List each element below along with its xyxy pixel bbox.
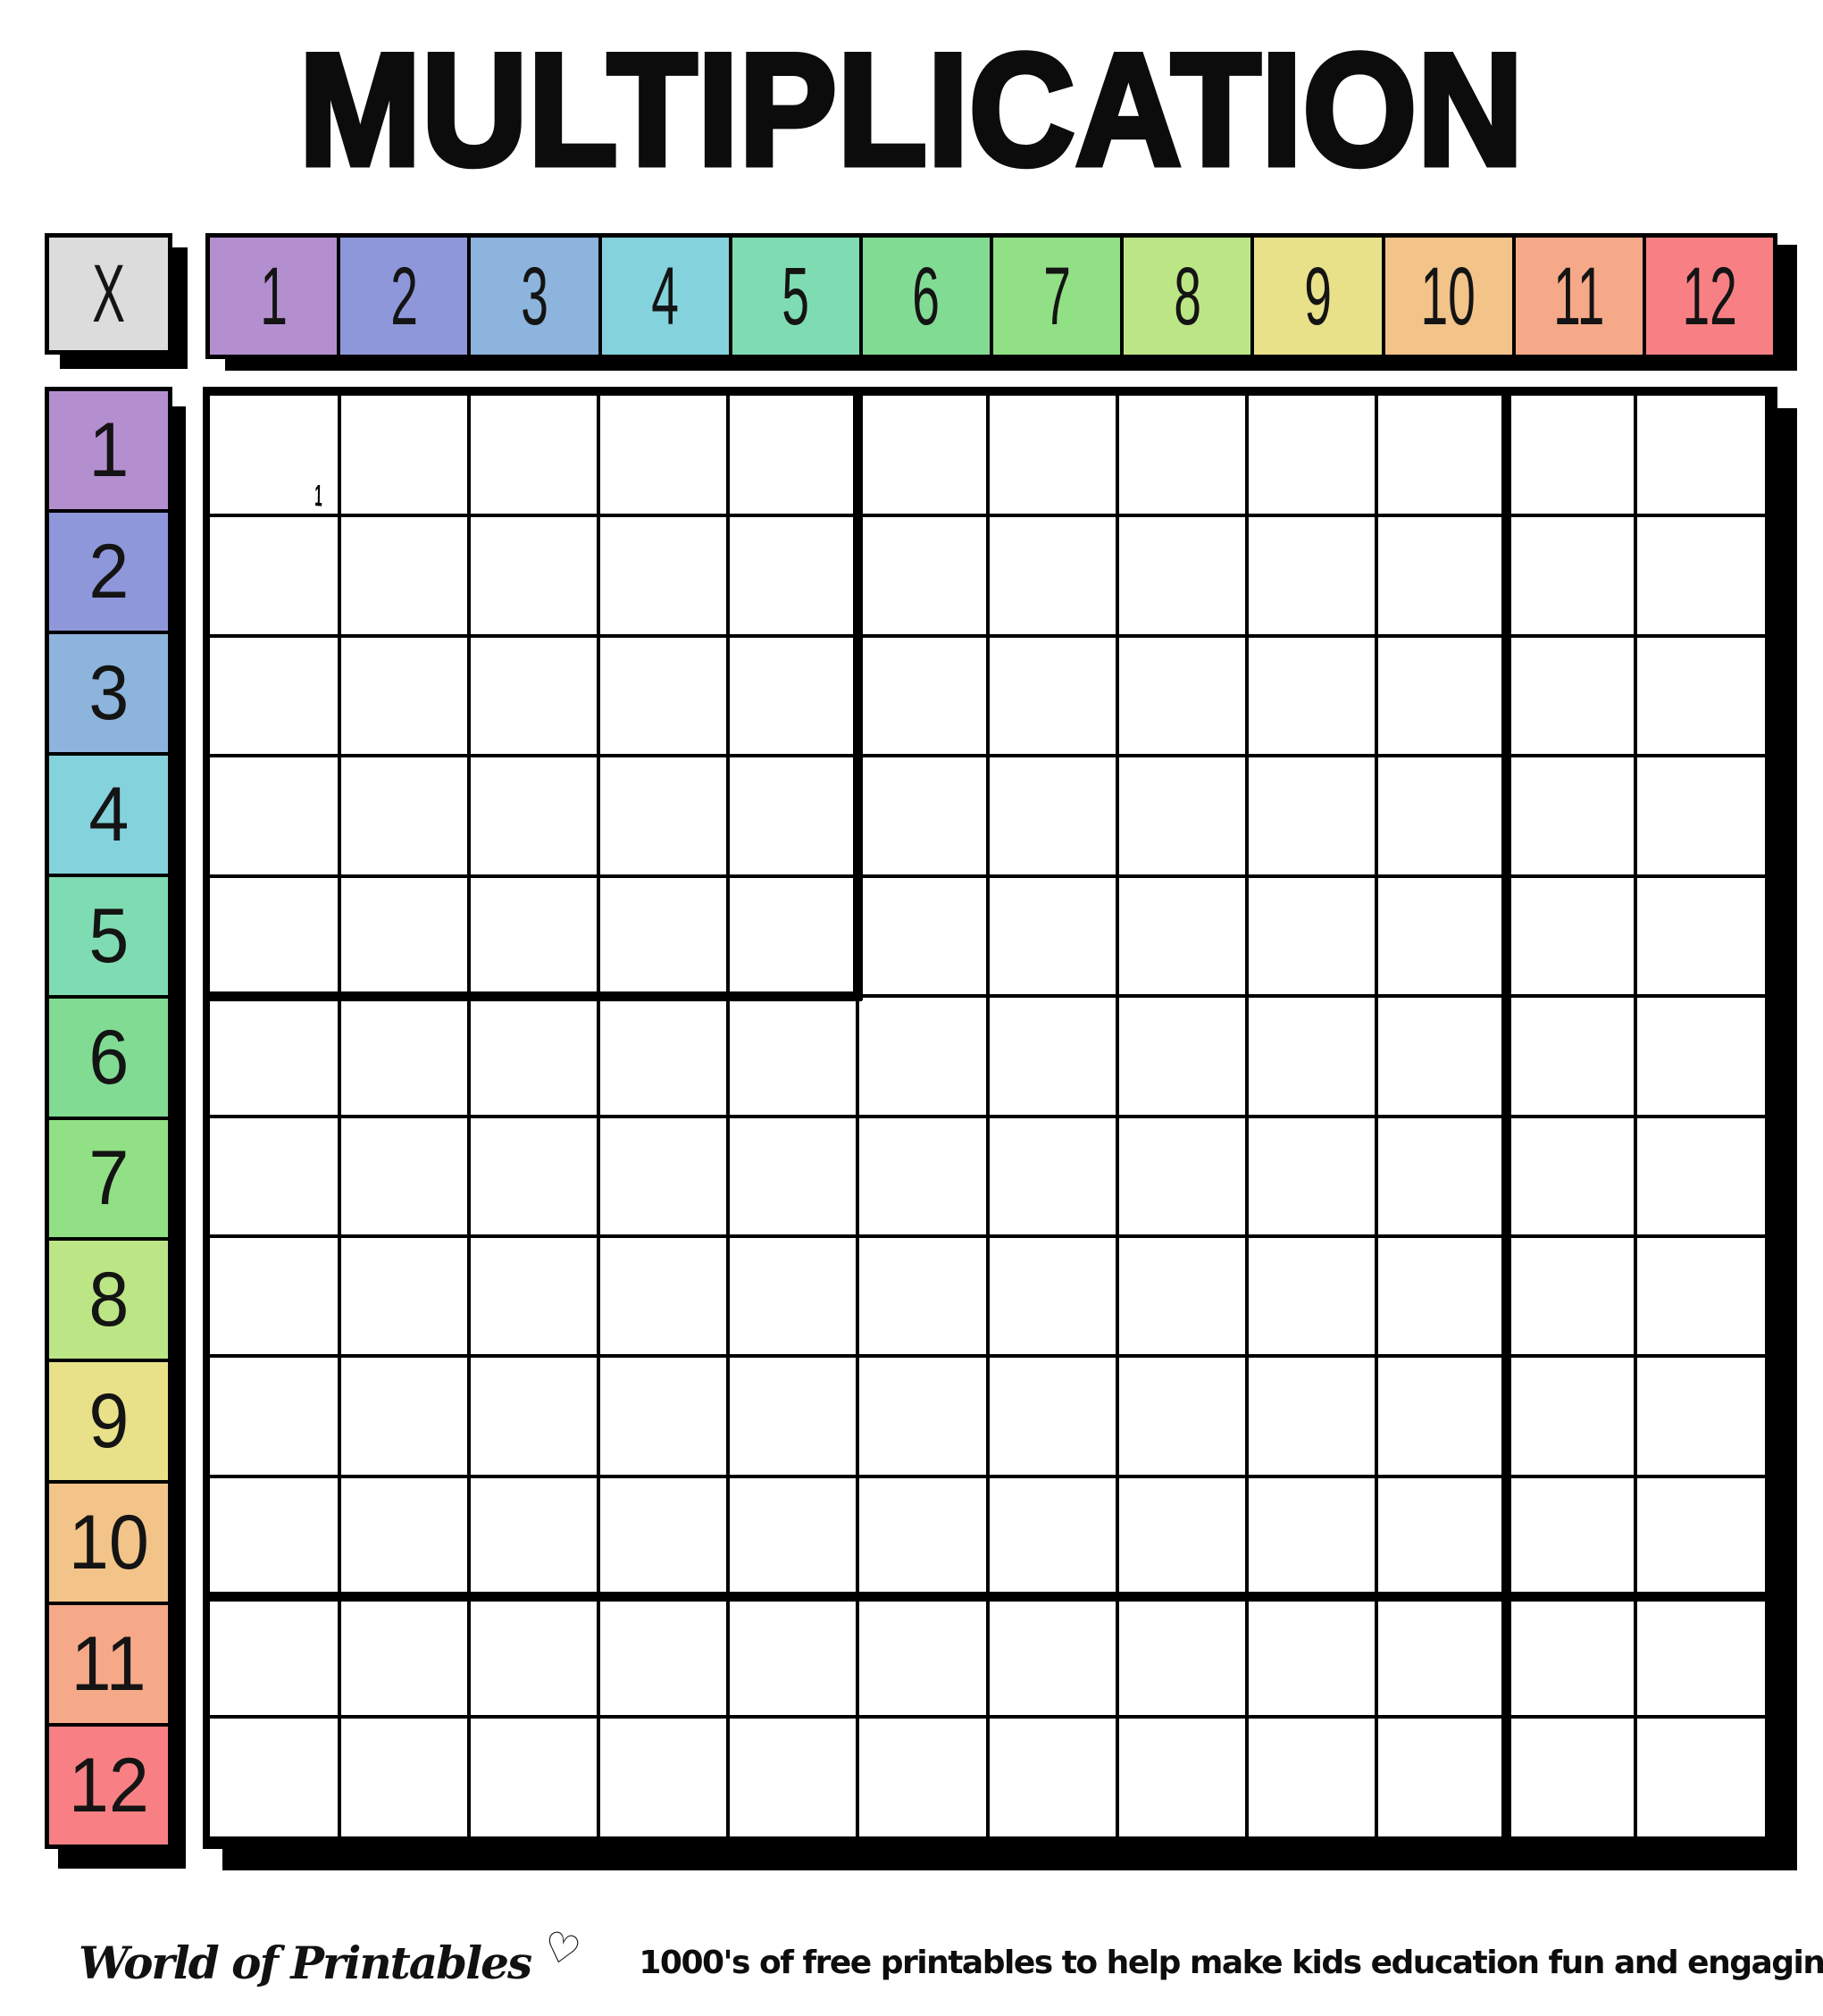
row-header-cell-label-11: 11	[71, 1621, 146, 1708]
multiplication-grid: 1	[203, 387, 1777, 1849]
row-header-cell-label-4: 4	[88, 771, 129, 857]
row-header-cell-label-5: 5	[88, 892, 129, 979]
row-header-cell-1: 1	[49, 391, 168, 513]
row-header-cell-2: 2	[49, 512, 168, 634]
footer-tagline: 1000's of free printables to help make k…	[639, 1944, 1823, 1981]
column-header-cell-label-8: 8	[1173, 250, 1201, 342]
column-header-cell-8: 8	[1124, 238, 1255, 355]
row-header-cell-label-9: 9	[88, 1378, 129, 1465]
column-header-cell-label-3: 3	[521, 250, 548, 342]
column-header-cell-4: 4	[601, 238, 732, 355]
row-header-cell-label-12: 12	[68, 1743, 149, 1829]
stray-mark: 1	[314, 479, 323, 514]
brand-logo: World of Printables ♡	[79, 1920, 584, 1989]
column-header-cell-3: 3	[471, 238, 602, 355]
column-header-cell-2: 2	[340, 238, 472, 355]
column-header-cell-label-7: 7	[1042, 250, 1071, 342]
grid-line-h-10	[210, 1594, 1765, 1599]
column-header-cell-label-5: 5	[782, 250, 810, 342]
brand-name: World of Printables	[79, 1936, 532, 1989]
footer: World of Printables ♡ 1000's of free prin…	[79, 1913, 1823, 2012]
grid-lines-layer: 1	[210, 396, 1765, 1836]
column-header-cell-label-2: 2	[389, 250, 418, 342]
grid-line-h-8	[210, 1354, 1765, 1359]
row-header-cell-4: 4	[49, 755, 168, 877]
column-header-cell-label-4: 4	[651, 250, 679, 342]
column-header-cell-12: 12	[1645, 238, 1774, 355]
column-header-cell-9: 9	[1254, 238, 1385, 355]
row-header-cell-label-1: 1	[88, 406, 129, 493]
grid-line-h-4	[210, 874, 1765, 878]
row-header-cell-label-3: 3	[88, 649, 129, 736]
column-header-cell-11: 11	[1515, 238, 1646, 355]
operator-label: X	[92, 248, 125, 339]
grid-line-h-6	[210, 1114, 1765, 1118]
column-header-cell-6: 6	[862, 238, 994, 355]
column-header-cell-10: 10	[1384, 238, 1516, 355]
column-header-cell-7: 7	[993, 238, 1125, 355]
row-header-cell-label-2: 2	[88, 528, 129, 615]
row-header-cell-10: 10	[49, 1484, 168, 1606]
page-title: MULTIPLICATION	[297, 21, 1526, 198]
grid-line-h-9	[210, 1474, 1765, 1478]
column-header-cell-label-10: 10	[1420, 250, 1476, 342]
row-header-cell-5: 5	[49, 876, 168, 999]
row-header-cell-label-6: 6	[88, 1014, 129, 1100]
column-header-cell-label-12: 12	[1682, 250, 1737, 342]
column-header-cell-label-6: 6	[912, 250, 941, 342]
column-header-cell-label-1: 1	[259, 250, 288, 342]
column-header-cell-5: 5	[732, 238, 863, 355]
grid-line-h-11	[210, 1714, 1765, 1719]
row-header-column: 1 2 3 4 5 6 7 8 9 10 11 12	[45, 387, 172, 1849]
row-header-cell-3: 3	[49, 633, 168, 756]
grid-line-h-1	[210, 514, 1765, 518]
multiply-operator-box: X	[45, 233, 172, 355]
row-header-cell-12: 12	[49, 1727, 168, 1845]
grid-line-h-5	[210, 994, 1765, 999]
grid-line-h-2	[210, 633, 1765, 638]
grid-line-h-3	[210, 754, 1765, 758]
row-header-cell-label-8: 8	[88, 1257, 129, 1343]
grid-line-h-7	[210, 1234, 1765, 1238]
column-header-row: 1 2 3 4 5 6 7 8 9 10 11 12	[205, 233, 1777, 359]
heart-icon: ♡	[538, 1920, 584, 1976]
row-header-cell-8: 8	[49, 1241, 168, 1363]
row-header-cell-label-7: 7	[88, 1135, 129, 1222]
row-header-cell-11: 11	[49, 1605, 168, 1727]
column-header-cell-label-11: 11	[1553, 250, 1605, 342]
row-header-cell-9: 9	[49, 1362, 168, 1485]
column-header-cell-label-9: 9	[1304, 250, 1332, 342]
row-header-cell-6: 6	[49, 998, 168, 1120]
column-header-cell-1: 1	[210, 238, 341, 355]
row-header-cell-label-10: 10	[68, 1500, 149, 1586]
row-header-cell-7: 7	[49, 1119, 168, 1242]
